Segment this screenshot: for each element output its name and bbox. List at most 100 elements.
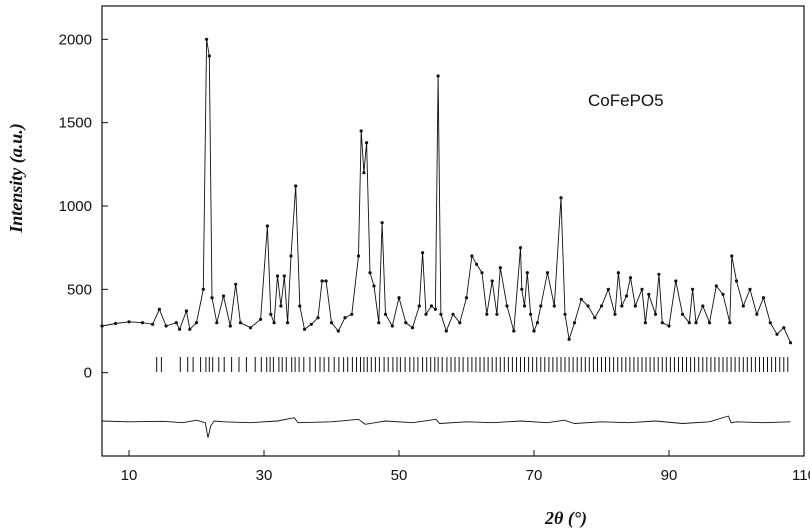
observed-point [674, 279, 678, 283]
difference-curve [101, 415, 791, 438]
observed-point [520, 287, 524, 291]
observed-point [755, 312, 759, 316]
observed-point [372, 284, 376, 288]
observed-point [275, 274, 280, 278]
observed-point [599, 304, 604, 308]
observed-point [362, 171, 366, 175]
observed-point [498, 266, 502, 270]
observed-point [298, 304, 302, 308]
observed-point [380, 221, 384, 225]
y-tick-label: 1500 [59, 115, 92, 132]
observed-point [324, 279, 328, 283]
observed-point [140, 321, 145, 325]
observed-point [640, 287, 644, 291]
observed-point [184, 309, 188, 313]
observed-point [157, 307, 161, 311]
observed-point [628, 276, 633, 280]
observed-point [728, 321, 732, 325]
observed-point [721, 292, 725, 296]
observed-point [768, 321, 772, 325]
observed-point [205, 37, 209, 41]
observed-point [633, 304, 637, 308]
observed-point [624, 294, 629, 298]
observed-point [329, 321, 334, 325]
observed-point [201, 287, 205, 291]
observed-point [505, 304, 509, 308]
observed-point [248, 326, 253, 330]
plot-frame [101, 5, 805, 457]
observed-point [475, 262, 479, 266]
y-axis-title: Intensity (a.u.) [6, 123, 27, 234]
observed-point [788, 341, 793, 345]
observed-point [775, 332, 779, 336]
observed-point [210, 296, 214, 300]
observed-point [451, 312, 455, 316]
observed-point [320, 279, 324, 283]
observed-point [730, 254, 734, 258]
observed-point [302, 327, 307, 331]
observed-point [238, 321, 242, 325]
observed-point [653, 312, 658, 316]
observed-point [279, 304, 283, 308]
observed-point [761, 296, 766, 300]
y-tick-label: 1000 [59, 198, 92, 215]
observed-point [309, 322, 313, 326]
observed-point [265, 224, 269, 228]
observed-point [410, 326, 415, 330]
observed-point [350, 312, 354, 316]
x-tick-label: 90 [661, 467, 678, 484]
x-tick-label: 70 [526, 467, 543, 484]
x-tick-label: 10 [121, 467, 138, 484]
observed-point [470, 254, 474, 258]
observed-point [741, 304, 745, 308]
observed-point [701, 304, 705, 308]
observed-point [529, 312, 533, 316]
observed-point [616, 271, 621, 275]
observed-point [127, 320, 131, 324]
observed-point [518, 246, 523, 250]
observed-point [620, 304, 624, 308]
observed-point [421, 251, 425, 255]
observed-point [282, 274, 286, 278]
observed-point [660, 321, 664, 325]
observed-point [694, 321, 698, 325]
y-tick-label: 2000 [59, 31, 92, 48]
observed-point [464, 296, 469, 300]
observed-point [687, 321, 691, 325]
observed-point [490, 279, 494, 283]
observed-point [228, 324, 232, 328]
bragg-reflection-markers [156, 357, 789, 372]
observed-point [657, 272, 661, 276]
observed-point [272, 321, 276, 325]
y-tick-label: 0 [84, 365, 92, 382]
observed-point [151, 322, 155, 326]
observed-point [535, 321, 540, 325]
observed-point [444, 329, 448, 333]
observed-point [552, 304, 556, 308]
observed-point [359, 129, 363, 133]
observed-point [782, 326, 786, 330]
observed-point [294, 184, 298, 188]
observed-point [436, 74, 440, 78]
observed-point [234, 282, 238, 286]
observed-point [390, 324, 394, 328]
observed-point [424, 312, 428, 316]
observed-point [221, 294, 226, 298]
observed-point [606, 287, 610, 291]
observed-point [356, 254, 361, 258]
observed-point [567, 337, 571, 341]
observed-point [336, 329, 340, 333]
annotation-label: CoFePO5 [588, 91, 664, 110]
observed-point [522, 304, 527, 308]
observed-point [343, 316, 347, 320]
observed-point [643, 321, 648, 325]
observed-point [365, 141, 369, 145]
observed-point [714, 284, 718, 288]
observed-point [532, 329, 536, 333]
observed-point [495, 312, 499, 316]
observed-point [545, 271, 550, 275]
observed-point [485, 312, 489, 316]
observed-point [525, 271, 529, 275]
observed-point [164, 324, 168, 328]
observed-point [377, 321, 381, 325]
